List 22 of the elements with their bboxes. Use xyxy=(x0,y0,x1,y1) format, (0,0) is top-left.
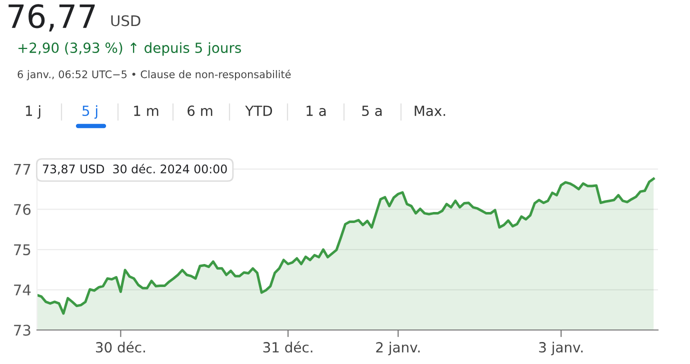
text: 6 janv., 06:52 UTC−5 • Clause de non-responsabilité xyxy=(18,70,291,80)
text: USD xyxy=(111,15,140,26)
text: 1 m xyxy=(134,106,158,116)
x-tick-label: 31 déc. xyxy=(263,341,312,353)
y-tick-label: 75 xyxy=(14,244,30,256)
y-tick-label: 77 xyxy=(14,164,30,175)
text: 1 j xyxy=(26,105,40,119)
x-tick-label: 30 déc. xyxy=(96,341,145,353)
y-tick-label: 73 xyxy=(14,324,30,336)
chart-subtitle: +2,90 (3,93 %) ↑ depuis 5 jours xyxy=(18,42,241,56)
text: 5 a xyxy=(362,106,382,116)
text: 5 j xyxy=(82,105,98,119)
x-tick-label: 3 janv. xyxy=(539,342,583,356)
text: 6 m xyxy=(188,106,212,116)
text: Max. xyxy=(414,106,446,116)
text: YTD xyxy=(245,106,272,116)
y-tick-label: 76 xyxy=(14,204,31,216)
chart-title: 76,77 xyxy=(8,4,95,32)
annotation: 73,87 USD 30 déc. 2024 00:00 xyxy=(42,164,227,175)
text: 1 a xyxy=(306,106,326,116)
y-tick-label: 74 xyxy=(14,284,31,296)
x-tick-label: 2 janv. xyxy=(376,342,420,356)
